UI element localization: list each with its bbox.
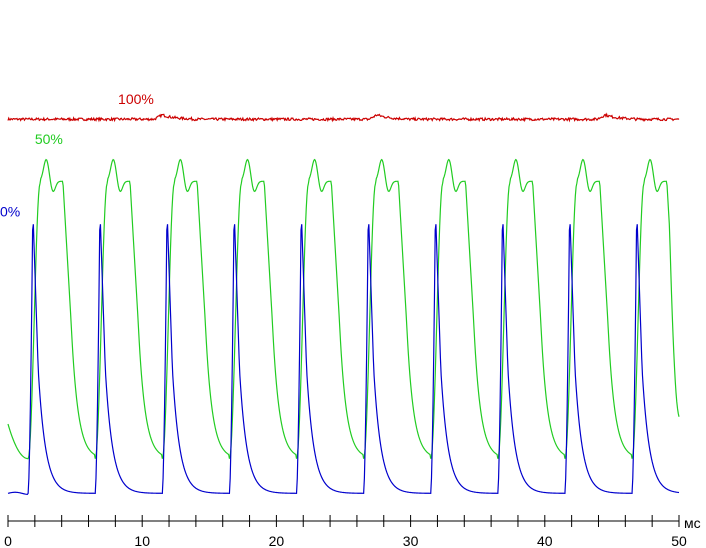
series-line-0 — [7, 112, 680, 123]
series-label: 0% — [0, 204, 20, 220]
x-tick-label: 40 — [537, 533, 553, 548]
plot-lines — [7, 112, 680, 496]
series-label: 50% — [35, 131, 63, 147]
series-label: 100% — [118, 91, 154, 107]
x-axis: 0 10 20 30 40 50 — [4, 515, 687, 548]
x-tick-label: 50 — [671, 533, 687, 548]
x-tick-label: 30 — [403, 533, 419, 548]
series-line-2 — [7, 224, 680, 496]
series-labels: 100% 50% 0% — [0, 91, 154, 219]
x-tick-label: 10 — [134, 533, 150, 548]
x-tick-label: 0 — [4, 533, 12, 548]
x-axis-unit-label: мс — [684, 515, 701, 531]
x-tick-label: 20 — [269, 533, 285, 548]
